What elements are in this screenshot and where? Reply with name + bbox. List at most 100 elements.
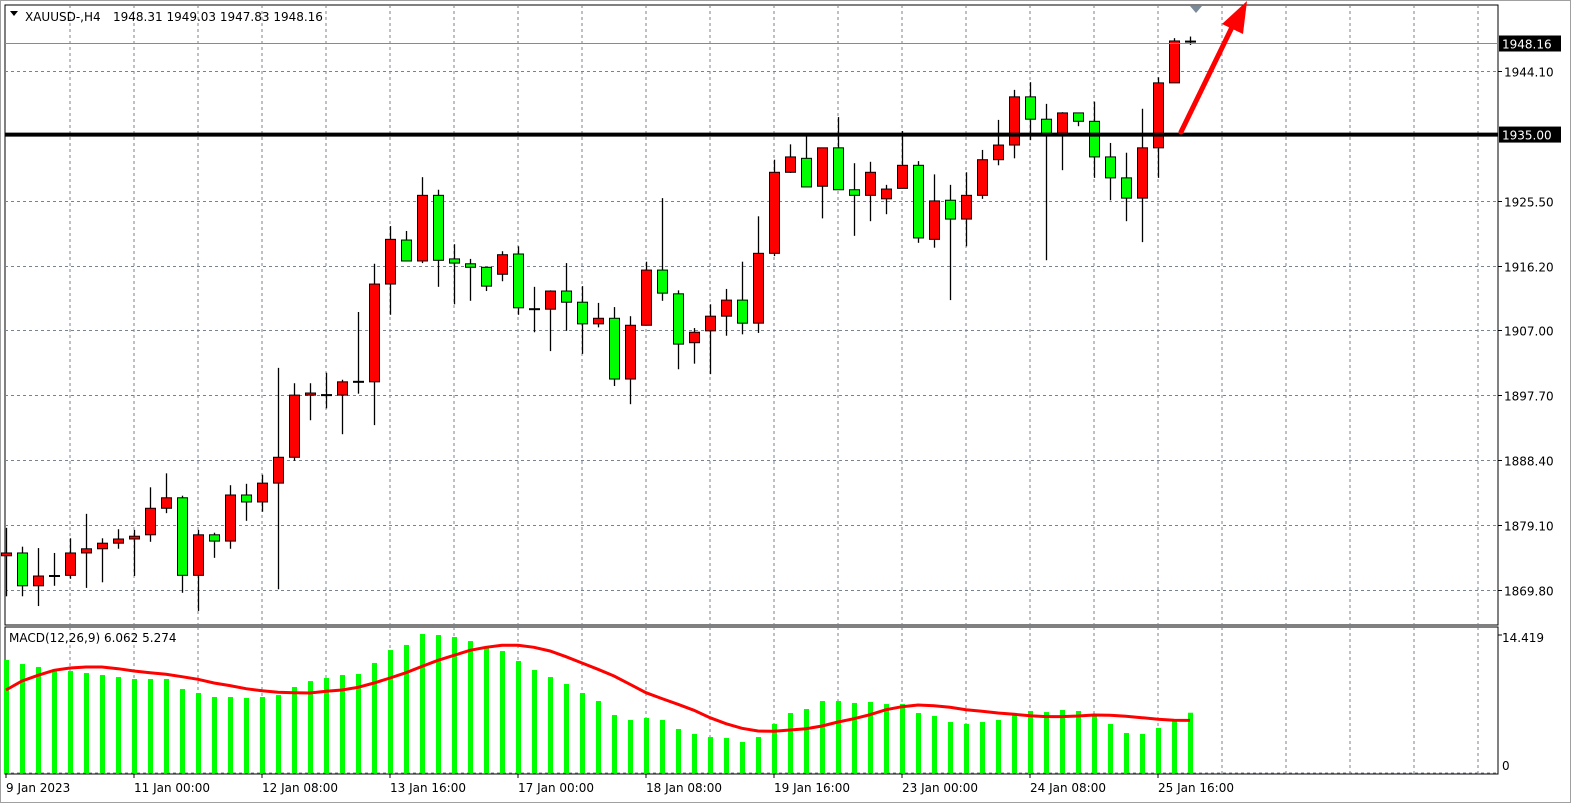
overlays [5,1,1498,137]
macd-histogram-bar [884,704,889,773]
macd-histogram-bar [516,660,521,773]
macd-histogram-bar [1188,712,1193,773]
macd-histogram-bar [68,670,73,773]
candle-body [993,144,1004,161]
candle-body [641,269,652,326]
candle-body [577,301,588,325]
candle-body [913,164,924,239]
macd-histogram-bar [324,678,329,773]
candle-body [945,199,956,220]
candle-body [1041,118,1052,135]
candle-body [337,381,348,396]
candle-body [1169,40,1180,84]
macd-histogram-bar [836,700,841,773]
candle-body [513,253,524,309]
macd-histogram-bar [1156,727,1161,773]
macd-histogram-bar [228,696,233,773]
candle-body [193,534,204,576]
macd-histogram-bar [1172,718,1177,773]
macd-histogram-bar [724,737,729,773]
candle-body [833,147,844,191]
macd-histogram-bar [308,681,313,773]
candle-body [865,171,876,196]
candle-body [129,535,140,540]
candle-body [465,263,476,268]
macd-histogram-bar [148,678,153,773]
candle-body [33,575,44,587]
candle-body [817,147,828,187]
macd-histogram-bar [772,723,777,773]
time-axis-label: 9 Jan 2023 [6,781,70,795]
time-axis-label: 12 Jan 08:00 [262,781,338,795]
candle-body [225,494,236,542]
arrow-head-icon [1222,1,1247,34]
time-axis-label: 24 Jan 08:00 [1030,781,1106,795]
candle-body [369,283,380,383]
price-axis-label: 1916.20 [1504,261,1554,275]
level-price-label: 1935.00 [1502,129,1552,143]
macd-histogram-bar [1028,710,1033,773]
macd-histogram-bar [420,634,425,773]
macd-histogram-bar [244,697,249,773]
macd-histogram-bar [1012,713,1017,773]
candle-body [689,331,700,344]
macd-histogram-bar [164,678,169,773]
candle-body [449,258,460,264]
macd-histogram-bar [132,678,137,773]
macd-histogram-bar [1044,712,1049,773]
macd-histogram-bar [100,674,105,773]
candle-body [753,252,764,324]
triangle-down-icon[interactable] [10,11,18,16]
time-axis-label: 18 Jan 08:00 [646,781,722,795]
candle-body [561,290,572,303]
chart-shift-icon [1190,6,1202,13]
candle-body [769,171,780,254]
macd-histogram-bar [116,677,121,773]
macd-histogram-bar [1140,733,1145,773]
candle-body [1121,177,1132,199]
candle-body [977,159,988,196]
candle-body [241,494,252,503]
candle-body [801,157,812,188]
macd-histogram-bar [180,688,185,773]
macd-histogram-bar [20,664,25,773]
candle-body [1025,96,1036,120]
macd-histogram-bar [964,723,969,773]
price-axis-label: 1869.80 [1504,585,1554,599]
candle-body [849,189,860,196]
candle-body [657,269,668,294]
macd-histogram-bar [612,714,617,773]
time-axis-label: 19 Jan 16:00 [774,781,850,795]
macd-signal-line [5,643,1191,733]
candle-body [705,315,716,332]
candle-body [1073,112,1084,122]
candles [1,36,1196,611]
price-axis-label: 1879.10 [1504,520,1554,534]
candle-body [1137,147,1148,199]
macd-histogram-bar [644,718,649,773]
macd-histogram-bar [788,713,793,773]
macd-histogram-bar [916,713,921,773]
price-axis-label: 1897.70 [1504,390,1554,404]
macd-histogram-bar [900,704,905,773]
macd-histogram-bar [564,683,569,773]
candle-body [161,497,172,509]
candle-body [81,548,92,554]
macd-histogram-bar [980,722,985,773]
macd-histogram-bar [372,662,377,773]
macd-histogram-bar [852,702,857,773]
candle-body [609,317,620,380]
candle-body [305,392,316,396]
macd-histogram-bar [996,719,1001,773]
macd-histogram-bar [84,673,89,773]
macd-histogram-bar [820,700,825,773]
candle-body [785,156,796,173]
candle-body [1105,156,1116,179]
price-axis-label: 1925.50 [1504,196,1554,210]
macd-axis-min-label: 0 [1502,759,1510,773]
ohlc-readout: 1948.31 1949.03 1947.83 1948.16 [113,10,323,24]
candle-body [897,164,908,189]
arrow-shaft [1178,18,1238,135]
